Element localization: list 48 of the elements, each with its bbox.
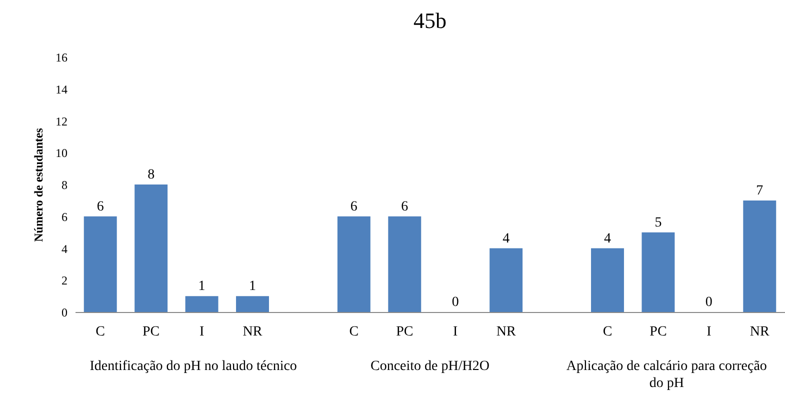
chart-title: 45b (414, 8, 446, 33)
bar (134, 184, 168, 312)
bar (490, 248, 523, 312)
x-tick-label: C (349, 324, 359, 340)
x-tick-label: I (453, 324, 458, 340)
y-tick-label: 16 (56, 50, 68, 64)
data-label: 6 (96, 199, 104, 214)
x-tick-label: C (96, 324, 106, 340)
bar (642, 232, 675, 312)
y-tick-label: 4 (62, 242, 68, 256)
data-label: 0 (452, 295, 459, 310)
bar (185, 296, 218, 312)
data-label: 8 (148, 168, 155, 182)
x-tick-label: NR (496, 324, 516, 340)
y-tick-label: 10 (56, 146, 68, 160)
bar (743, 200, 776, 312)
x-tick-label: I (706, 324, 712, 340)
y-tick-label: 2 (62, 274, 68, 288)
text: Aplicação de calcário para correção do pH (565, 358, 768, 392)
y-tick-label: 0 (62, 306, 68, 320)
x-tick-label: C (602, 324, 612, 340)
data-label: 7 (756, 183, 764, 198)
x-tick-label: PC (142, 324, 160, 340)
bar (236, 296, 269, 312)
y-tick-label: 12 (56, 114, 68, 128)
x-tick-label: NR (750, 324, 770, 340)
y-tick-label: 6 (62, 210, 68, 224)
x-tick-label: I (199, 324, 204, 340)
y-tick-label: 14 (56, 82, 68, 96)
bar (84, 216, 117, 312)
y-axis-title: Número de estudantes (32, 128, 46, 242)
bar (388, 216, 422, 312)
data-label: 6 (401, 199, 408, 214)
bar (337, 216, 370, 312)
text: Conceito de pH/H2O (369, 358, 490, 375)
data-label: 5 (654, 215, 662, 230)
bar (591, 248, 624, 312)
data-label: 0 (705, 295, 712, 310)
x-tick-label: NR (242, 324, 263, 340)
data-label: 6 (350, 199, 358, 214)
data-label: 4 (604, 231, 611, 246)
data-label: 1 (198, 279, 206, 294)
x-tick-label: PC (650, 324, 667, 340)
data-label: 1 (249, 279, 256, 294)
y-tick-label: 8 (62, 178, 68, 192)
x-tick-label: PC (396, 324, 414, 340)
text: Identificação do pH no laudo técnico (88, 358, 298, 375)
data-label: 4 (502, 231, 510, 246)
